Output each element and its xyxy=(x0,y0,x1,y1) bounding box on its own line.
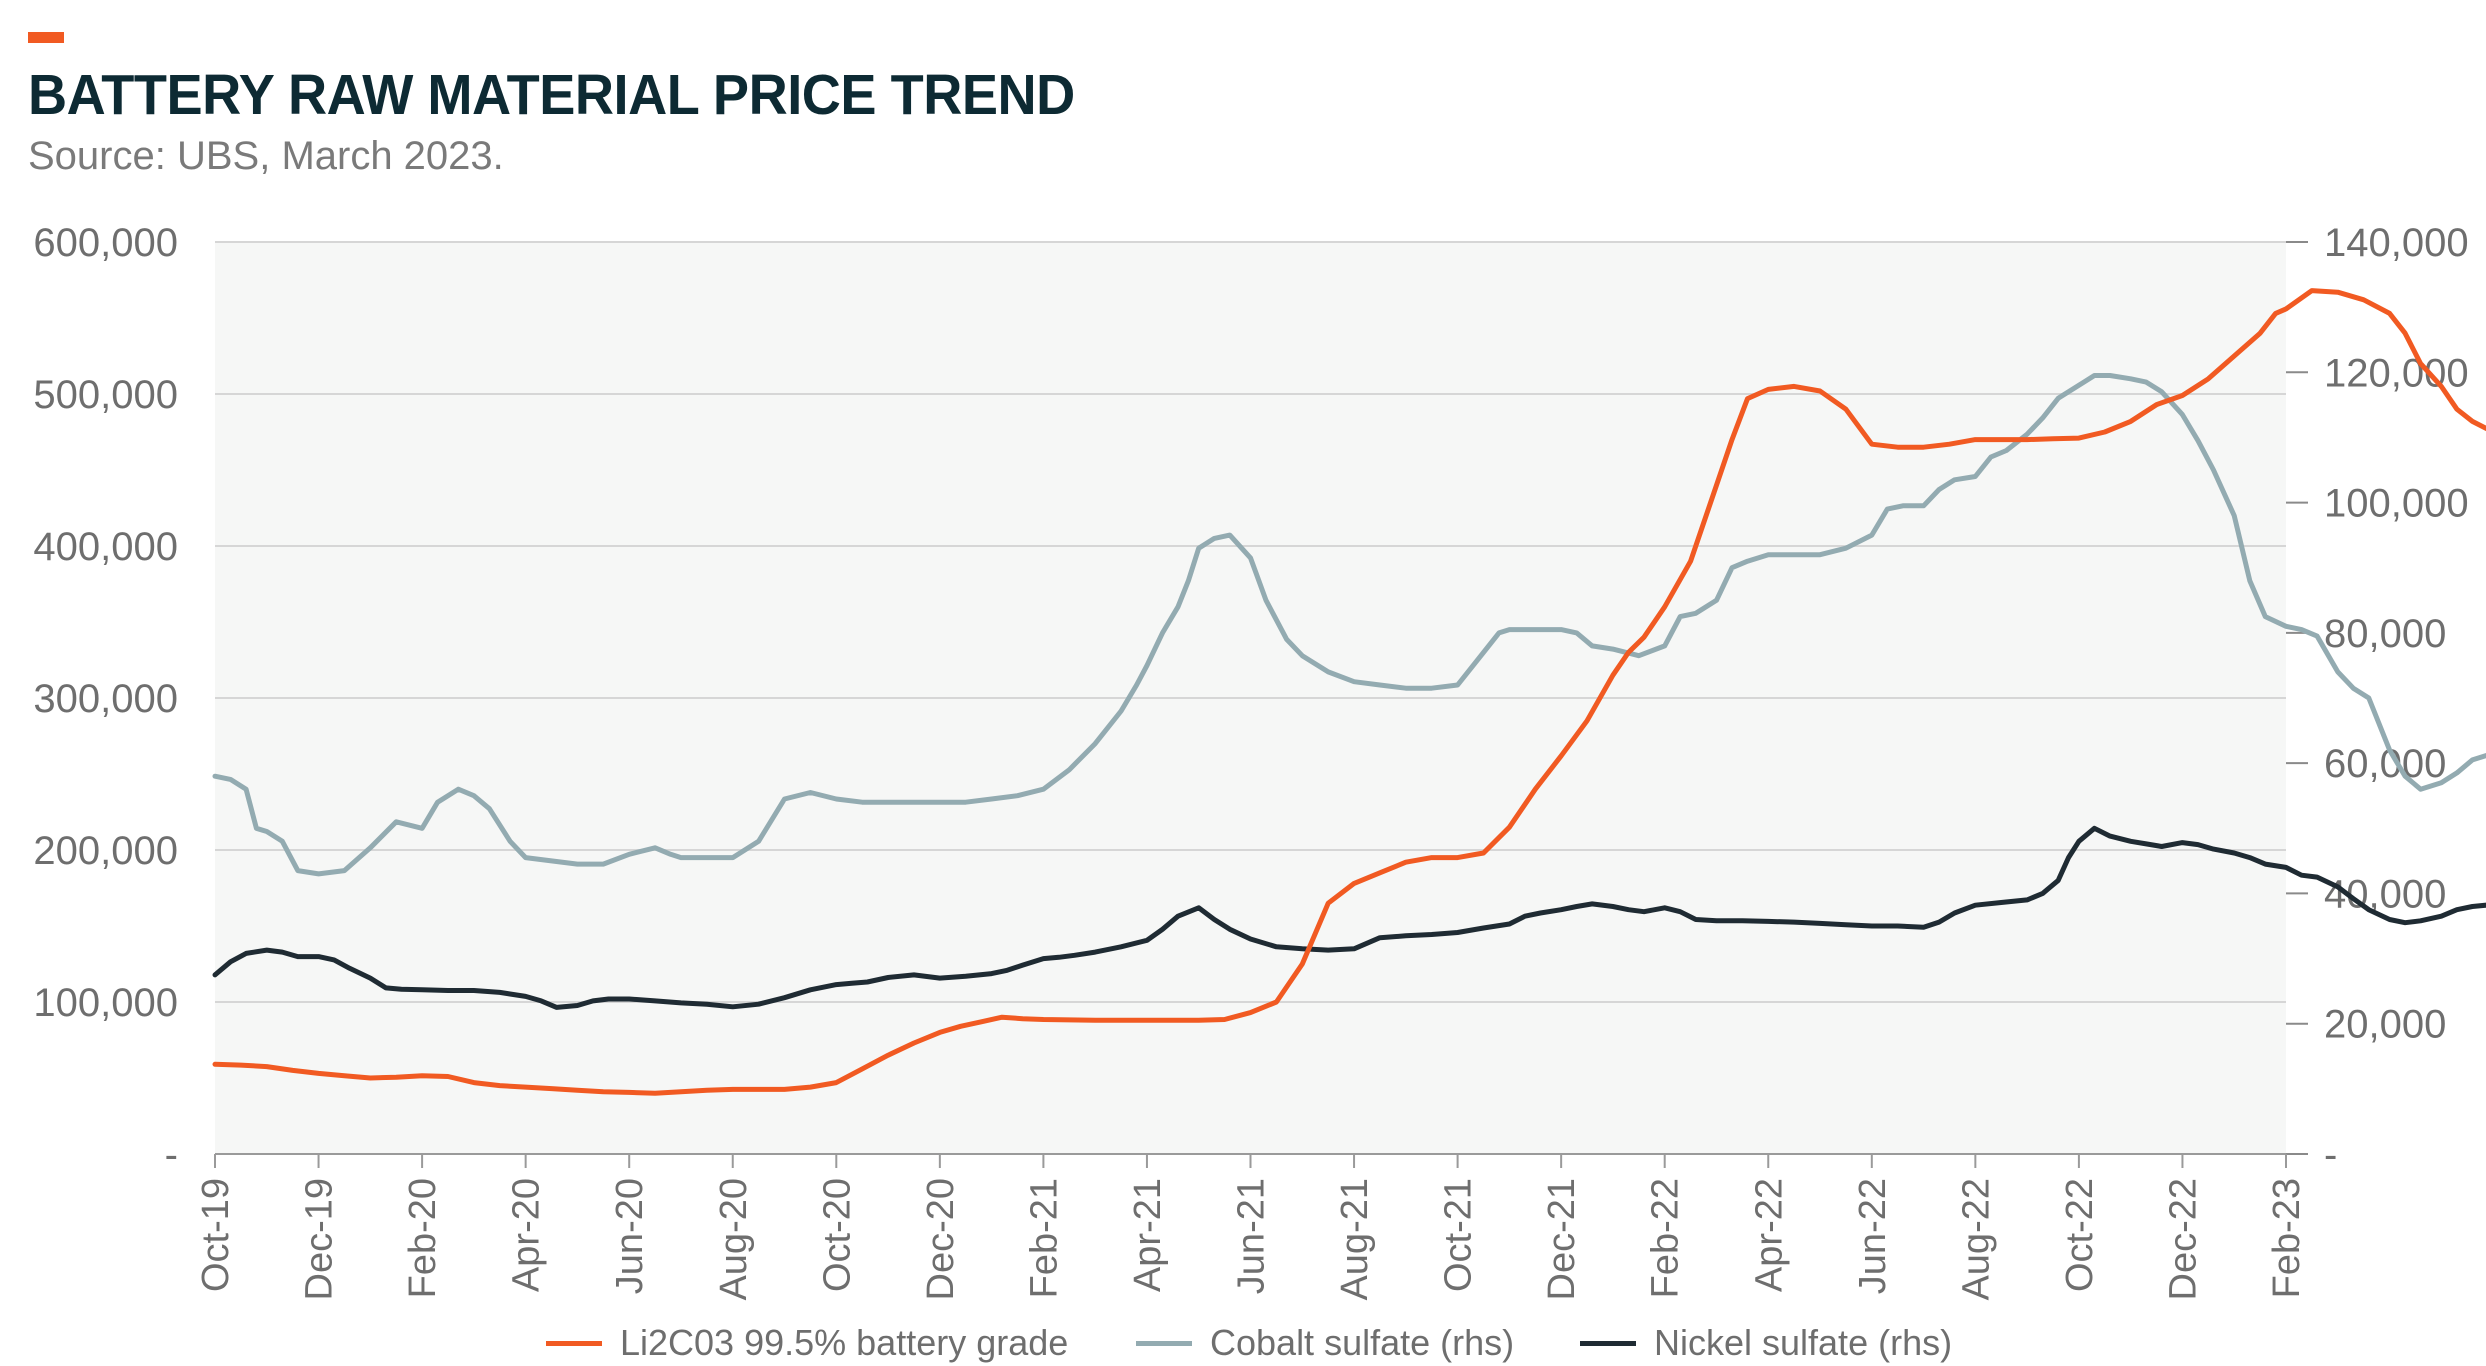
series-line-cobalt-line xyxy=(212,373,2486,877)
y-right-tick-label: - xyxy=(2324,1133,2337,1177)
x-tick-label: Feb-23 xyxy=(2266,1178,2308,1298)
x-tick-label: Feb-22 xyxy=(1645,1178,1687,1298)
gridlines xyxy=(215,241,2286,1155)
y-left-tick-label: - xyxy=(165,1133,178,1177)
series-line-nickel-line xyxy=(212,825,2486,1010)
legend-label-nickel: Nickel sulfate (rhs) xyxy=(1654,1322,1953,1363)
left-axis: - 100,000 200,000 300,000 400,000 500,000 600,… xyxy=(33,221,178,1177)
chart-subtitle: Source: UBS, March 2023. xyxy=(28,134,504,178)
right-axis: - 20,000 40,000 60,000 80,000 100,000 120,000 1… xyxy=(2286,221,2469,1177)
legend-label-lithium: Li2C03 99.5% battery grade xyxy=(620,1322,1069,1363)
x-tick-label: Aug-22 xyxy=(1955,1178,1997,1301)
legend-item-nickel: Nickel sulfate (rhs) xyxy=(1580,1322,1952,1364)
x-tick-label: Dec-19 xyxy=(299,1178,341,1301)
x-tick-label: Aug-21 xyxy=(1334,1178,1376,1301)
y-left-tick-label: 400,000 xyxy=(33,525,178,569)
legend-item-lithium: Li2C03 99.5% battery grade xyxy=(546,1322,1068,1364)
chart-legend: Li2C03 99.5% battery grade Cobalt sulfat… xyxy=(0,1322,2486,1366)
y-right-tick-label: 40,000 xyxy=(2324,872,2446,916)
x-tick-label: Jun-20 xyxy=(609,1178,651,1294)
legend-swatch-cobalt xyxy=(1136,1340,1192,1346)
legend-swatch-nickel xyxy=(1580,1340,1636,1346)
y-right-tick-label: 80,000 xyxy=(2324,612,2446,656)
x-tick-label: Feb-21 xyxy=(1023,1178,1065,1298)
y-left-tick-label: 300,000 xyxy=(33,677,178,721)
y-left-tick-label: 100,000 xyxy=(33,981,178,1025)
x-tick-label: Apr-22 xyxy=(1748,1178,1790,1292)
x-tick-label: Dec-22 xyxy=(2162,1178,2204,1301)
x-axis: Oct-19 Dec-19 Feb-20 Apr-20 Jun-20 Aug-20 Oct-… xyxy=(195,1154,2308,1301)
y-right-tick-label: 60,000 xyxy=(2324,742,2446,786)
x-tick-label: Dec-20 xyxy=(920,1178,962,1301)
y-left-tick-label: 600,000 xyxy=(33,221,178,265)
legend-swatch-lithium xyxy=(546,1340,602,1346)
y-right-tick-label: 140,000 xyxy=(2324,221,2469,265)
series-line-lithium-line xyxy=(212,288,2486,1096)
x-tick-label: Oct-21 xyxy=(1438,1178,1480,1292)
x-tick-label: Jun-21 xyxy=(1231,1178,1273,1294)
x-tick-label: Dec-21 xyxy=(1541,1178,1583,1301)
y-left-tick-label: 500,000 xyxy=(33,373,178,417)
x-tick-label: Feb-20 xyxy=(402,1178,444,1298)
y-right-tick-label: 20,000 xyxy=(2324,1003,2446,1047)
x-tick-label: Oct-19 xyxy=(195,1178,237,1292)
y-right-tick-label: 100,000 xyxy=(2324,482,2469,526)
accent-bar xyxy=(28,32,64,43)
x-tick-label: Jun-22 xyxy=(1852,1178,1894,1294)
y-right-tick-label: 120,000 xyxy=(2324,351,2469,395)
x-tick-label: Oct-20 xyxy=(816,1178,858,1292)
legend-label-cobalt: Cobalt sulfate (rhs) xyxy=(1210,1322,1515,1363)
chart-title: BATTERY RAW MATERIAL PRICE TREND xyxy=(28,63,1075,127)
x-tick-label: Aug-20 xyxy=(713,1178,755,1301)
legend-item-cobalt: Cobalt sulfate (rhs) xyxy=(1136,1322,1514,1364)
x-tick-label: Oct-22 xyxy=(2059,1178,2101,1292)
x-tick-label: Apr-21 xyxy=(1127,1178,1169,1292)
y-left-tick-label: 200,000 xyxy=(33,829,178,873)
series-lines xyxy=(212,288,2486,1096)
x-tick-label: Apr-20 xyxy=(506,1178,548,1292)
